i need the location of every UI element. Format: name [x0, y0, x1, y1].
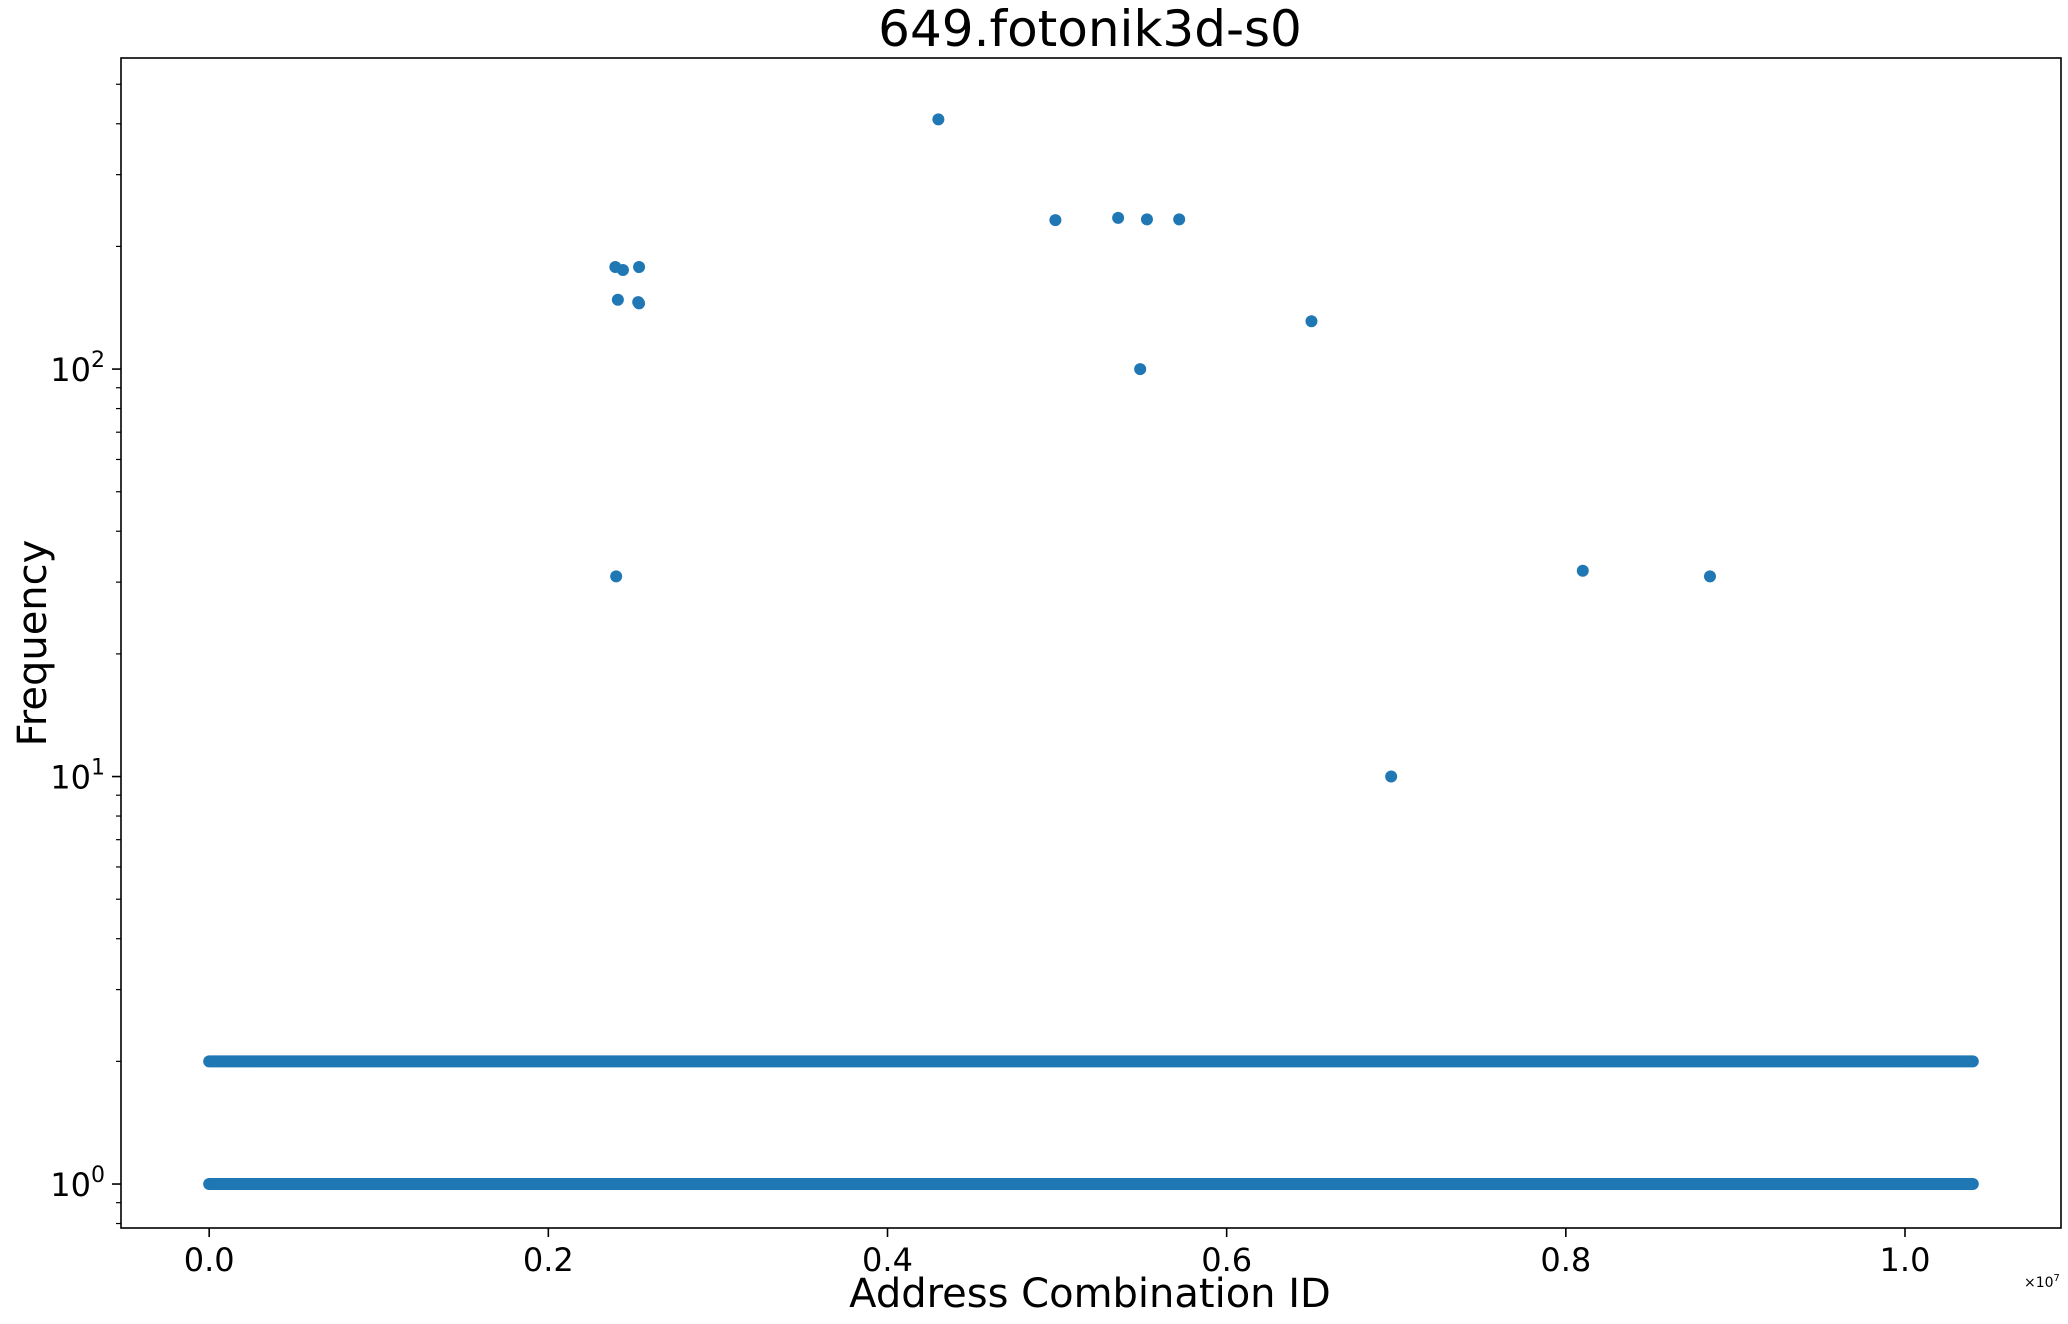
scatter-point-12: [1134, 363, 1147, 376]
scatter-point-3: [611, 293, 624, 306]
y-axis-label: Frequency: [10, 540, 56, 747]
x-offset-exponent: 7: [2054, 1273, 2060, 1284]
scatter-point-9: [1112, 211, 1125, 224]
y-tick-label-1: 101: [50, 756, 105, 797]
scatter-point-10: [1140, 213, 1153, 226]
scatter-point-7: [932, 113, 945, 126]
y-tick-label-exponent-0: 0: [91, 1163, 105, 1188]
plot-marks: [203, 113, 1979, 1191]
x-tick-label-1: 0.2: [523, 1241, 574, 1279]
scatter-band-1: [203, 1055, 1979, 1068]
x-tick-label-5: 1.0: [1880, 1241, 1931, 1279]
x-tick-label-4: 0.8: [1540, 1241, 1591, 1279]
scatter-point-2: [633, 261, 646, 274]
y-tick-label-base-1: 10: [50, 759, 91, 797]
x-axis: 0.0 0.2 0.4 0.6 0.8 1.0: [184, 1228, 1931, 1279]
y-tick-label-exponent-2: 2: [91, 348, 105, 373]
y-tick-label-base-2: 10: [50, 351, 91, 389]
scatter-point-15: [1576, 564, 1589, 577]
scatter-point-5: [633, 297, 646, 310]
scatter-band-0: [203, 1178, 1979, 1191]
x-tick-label-2: 0.4: [862, 1241, 913, 1279]
chart-title: 649.fotonik3d-s0: [878, 0, 1302, 58]
y-tick-label-0: 100: [50, 1163, 105, 1204]
y-tick-label-base-0: 10: [50, 1166, 91, 1204]
scatter-point-11: [1173, 213, 1186, 226]
x-offset-text: ×107: [2024, 1273, 2060, 1291]
scatter-point-16: [1703, 570, 1716, 583]
x-axis-label: Address Combination ID: [849, 1271, 1331, 1317]
scatter-point-8: [1049, 214, 1062, 227]
x-tick-label-0: 0.0: [184, 1241, 235, 1279]
x-tick-label-3: 0.6: [1201, 1241, 1252, 1279]
y-tick-label-exponent-1: 1: [91, 756, 105, 781]
scatter-point-13: [1305, 315, 1318, 328]
scatter-point-1: [616, 264, 629, 277]
scatter-point-6: [610, 570, 623, 583]
scatter-point-14: [1385, 770, 1398, 783]
plot-frame: [120, 57, 2062, 1229]
x-offset-base: ×10: [2024, 1275, 2054, 1291]
y-tick-label-2: 102: [50, 348, 105, 389]
